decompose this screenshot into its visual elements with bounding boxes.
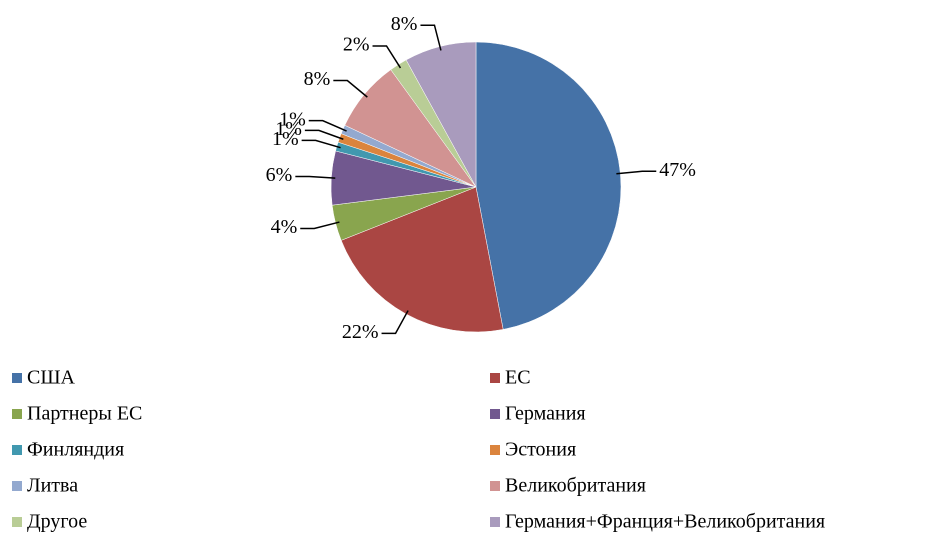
data-label: 6%: [266, 164, 293, 186]
leader-line: [304, 129, 344, 140]
leader-line: [308, 119, 347, 132]
legend-swatch: [490, 409, 500, 419]
legend-label: Великобритания: [505, 475, 646, 497]
leader-line: [333, 79, 368, 98]
data-label: 1%: [275, 118, 302, 140]
legend-swatch: [12, 445, 22, 455]
legend-swatch: [490, 445, 500, 455]
legend-label: Германия: [505, 403, 586, 425]
pie-slice: [475, 41, 622, 330]
leader-line: [295, 175, 336, 179]
legend-swatch: [490, 481, 500, 491]
data-label: 2%: [343, 34, 370, 56]
data-label: 8%: [391, 13, 418, 35]
data-label: 47%: [659, 159, 696, 181]
legend-label: США: [27, 367, 76, 389]
legend-label: Финляндия: [27, 439, 124, 461]
data-label: 8%: [304, 68, 331, 90]
legend-swatch: [490, 517, 500, 527]
legend-label: Германия+Франция+Великобритания: [505, 511, 825, 533]
legend-swatch: [12, 373, 22, 383]
legend-label: Литва: [27, 475, 78, 497]
leader-line: [420, 24, 442, 51]
data-label: 1%: [279, 108, 306, 130]
leader-line: [381, 310, 409, 335]
leader-line: [300, 221, 340, 230]
leader-line: [372, 45, 402, 69]
data-label: 22%: [342, 321, 379, 343]
leader-line: [616, 170, 657, 175]
legend-label: Партнеры ЕС: [27, 403, 142, 425]
legend-label: ЕС: [505, 367, 531, 389]
legend-swatch: [12, 517, 22, 527]
data-label: 1%: [272, 128, 299, 150]
legend-swatch: [12, 409, 22, 419]
legend-swatch: [12, 481, 22, 491]
legend-swatch: [490, 373, 500, 383]
legend-label: Эстония: [505, 439, 576, 461]
data-label: 4%: [271, 216, 298, 238]
leader-line: [301, 139, 341, 149]
legend-label: Другое: [27, 511, 87, 533]
